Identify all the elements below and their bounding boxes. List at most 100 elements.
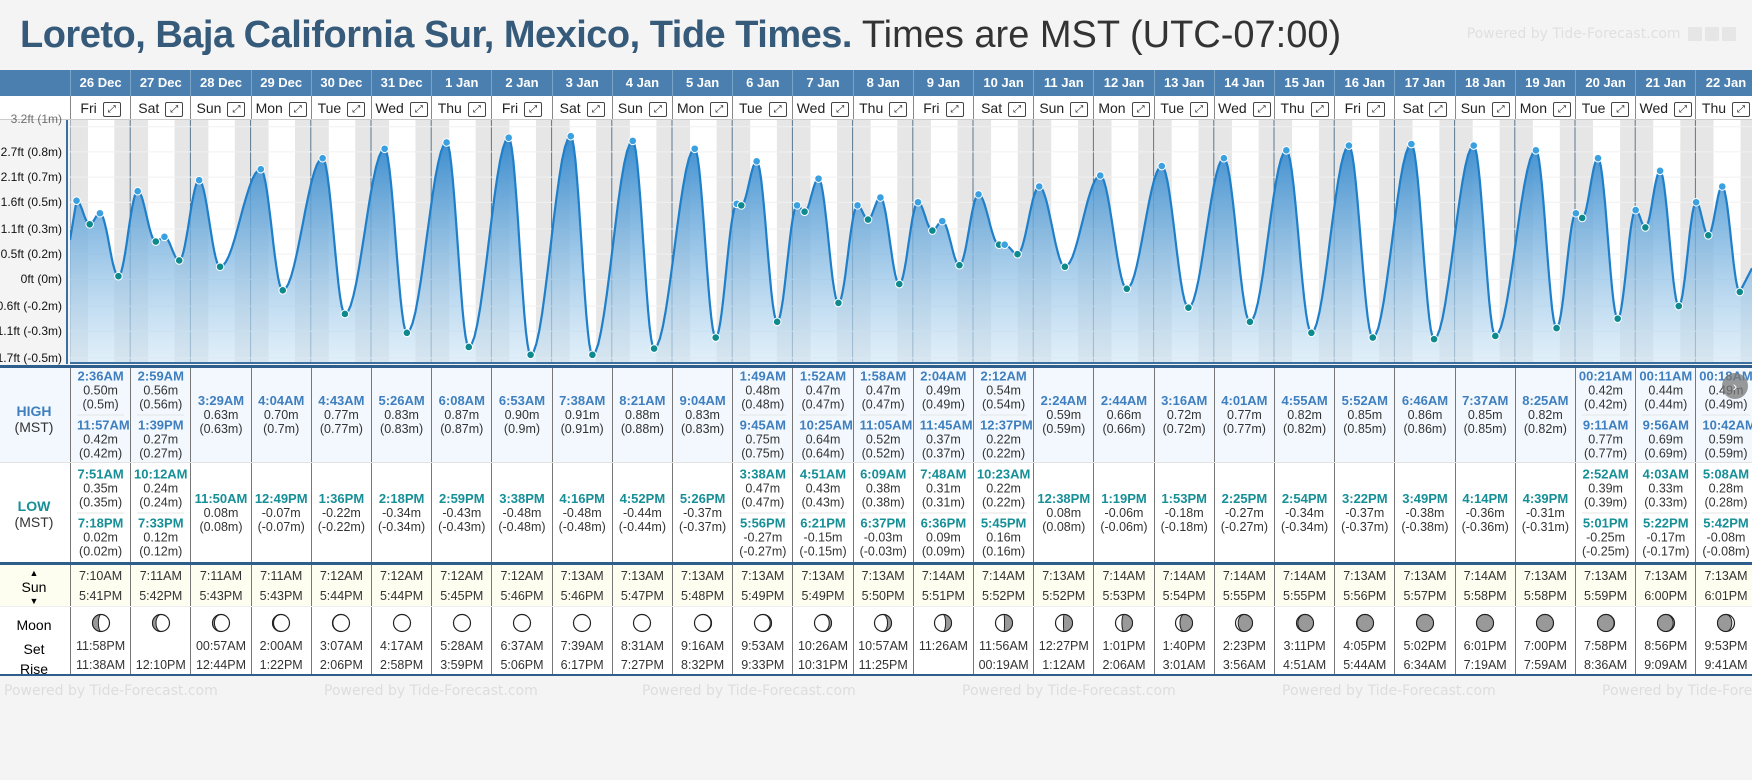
high-tide-point[interactable] [95,208,105,218]
high-tide-point[interactable] [792,201,802,210]
high-tide-point[interactable] [1344,141,1354,150]
expand-day-button[interactable]: ⤢ [1310,102,1329,117]
high-tide-point[interactable] [256,164,266,174]
low-tide-point[interactable] [1491,331,1500,341]
low-tide-point[interactable] [278,286,288,295]
expand-day-button[interactable]: ⤢ [524,102,543,117]
low-tide-point[interactable] [1429,334,1439,344]
expand-day-button[interactable]: ⤢ [1491,102,1510,117]
high-tide-point[interactable] [974,190,983,199]
expand-day-button[interactable]: ⤢ [1553,102,1571,117]
low-tide-point[interactable] [1703,230,1713,240]
low-tide-point[interactable] [1641,223,1650,232]
high-tide-point[interactable] [1593,153,1603,163]
high-tide-point[interactable] [628,136,638,146]
expand-day-button[interactable]: ⤢ [227,102,246,117]
expand-day-button[interactable]: ⤢ [1008,102,1027,117]
high-tide-point[interactable] [876,193,885,202]
high-tide-point[interactable] [853,201,862,210]
low-tide-point[interactable] [1245,317,1255,327]
high-tide-point[interactable] [72,196,81,205]
high-tide-point[interactable] [752,157,761,166]
high-tide-point[interactable] [1571,208,1581,218]
low-tide-point[interactable] [114,271,123,281]
high-tide-point[interactable] [160,232,169,242]
low-tide-point[interactable] [85,219,94,229]
low-tide-point[interactable] [894,279,904,289]
low-tide-point[interactable] [649,344,659,353]
high-tide-point[interactable] [1407,139,1416,149]
low-tide-point[interactable] [1735,287,1745,297]
expand-day-button[interactable]: ⤢ [1429,102,1448,117]
low-tide-point[interactable] [1013,249,1022,259]
high-tide-point[interactable] [937,216,947,226]
high-tide-point[interactable] [566,131,576,141]
low-tide-point[interactable] [588,350,597,360]
low-tide-point[interactable] [737,201,746,210]
expand-day-button[interactable]: ⤢ [1732,102,1751,117]
low-tide-point[interactable] [1577,213,1587,223]
low-tide-point[interactable] [955,260,964,270]
high-tide-point[interactable] [814,174,823,183]
low-tide-point[interactable] [1307,328,1316,338]
expand-day-button[interactable]: ⤢ [889,102,908,117]
high-tide-point[interactable] [442,138,451,147]
high-tide-point[interactable] [1717,182,1727,191]
low-tide-point[interactable] [863,215,873,224]
low-tide-point[interactable] [526,350,535,360]
expand-day-button[interactable]: ⤢ [347,102,366,117]
high-tide-point[interactable] [1691,197,1701,207]
high-tide-point[interactable] [133,186,142,196]
expand-day-button[interactable]: ⤢ [467,102,486,117]
low-tide-point[interactable] [340,309,350,319]
expand-day-button[interactable]: ⤢ [1366,102,1385,117]
expand-day-button[interactable]: ⤢ [1189,102,1208,117]
expand-day-button[interactable]: ⤢ [768,102,787,117]
expand-day-button[interactable]: ⤢ [409,102,428,117]
low-tide-point[interactable] [1184,303,1193,312]
high-tide-point[interactable] [504,133,513,143]
expand-day-button[interactable]: ⤢ [102,102,121,117]
expand-day-button[interactable]: ⤢ [1611,102,1630,117]
low-tide-point[interactable] [1122,284,1132,294]
high-tide-point[interactable] [1034,182,1044,191]
high-tide-point[interactable] [1000,240,1009,250]
low-tide-point[interactable] [928,226,937,235]
expand-day-button[interactable]: ⤢ [1070,102,1089,117]
high-tide-point[interactable] [913,197,923,207]
low-tide-point[interactable] [464,342,474,352]
low-tide-point[interactable] [711,333,721,342]
low-tide-point[interactable] [174,256,184,265]
low-tide-point[interactable] [215,262,225,272]
high-tide-point[interactable] [1469,141,1479,150]
high-tide-point[interactable] [1095,171,1105,180]
low-tide-point[interactable] [772,317,782,327]
low-tide-point[interactable] [151,237,161,246]
high-tide-point[interactable] [1157,161,1167,171]
high-tide-point[interactable] [1282,146,1291,155]
high-tide-point[interactable] [380,144,389,154]
expand-day-button[interactable]: ⤢ [710,102,729,117]
expand-day-button[interactable]: ⤢ [648,102,667,117]
high-tide-point[interactable] [1655,166,1665,176]
expand-day-button[interactable]: ⤢ [1252,102,1271,117]
high-tide-point[interactable] [1531,146,1541,155]
high-tide-point[interactable] [690,144,700,154]
expand-day-button[interactable]: ⤢ [165,102,184,117]
high-tide-point[interactable] [1631,205,1640,215]
low-tide-point[interactable] [834,298,843,308]
expand-day-button[interactable]: ⤢ [945,102,964,117]
expand-day-button[interactable]: ⤢ [586,102,605,117]
low-tide-point[interactable] [402,328,412,338]
expand-day-button[interactable]: ⤢ [1131,102,1150,117]
low-tide-point[interactable] [1552,323,1561,333]
expand-day-button[interactable]: ⤢ [831,102,850,117]
low-tide-point[interactable] [1613,314,1622,323]
high-tide-point[interactable] [194,175,204,185]
high-tide-point[interactable] [1219,153,1229,163]
low-tide-point[interactable] [1674,301,1684,311]
next-days-button[interactable]: › [1722,373,1748,399]
low-tide-point[interactable] [800,207,809,216]
low-tide-point[interactable] [1060,262,1070,272]
low-tide-point[interactable] [1368,333,1378,342]
